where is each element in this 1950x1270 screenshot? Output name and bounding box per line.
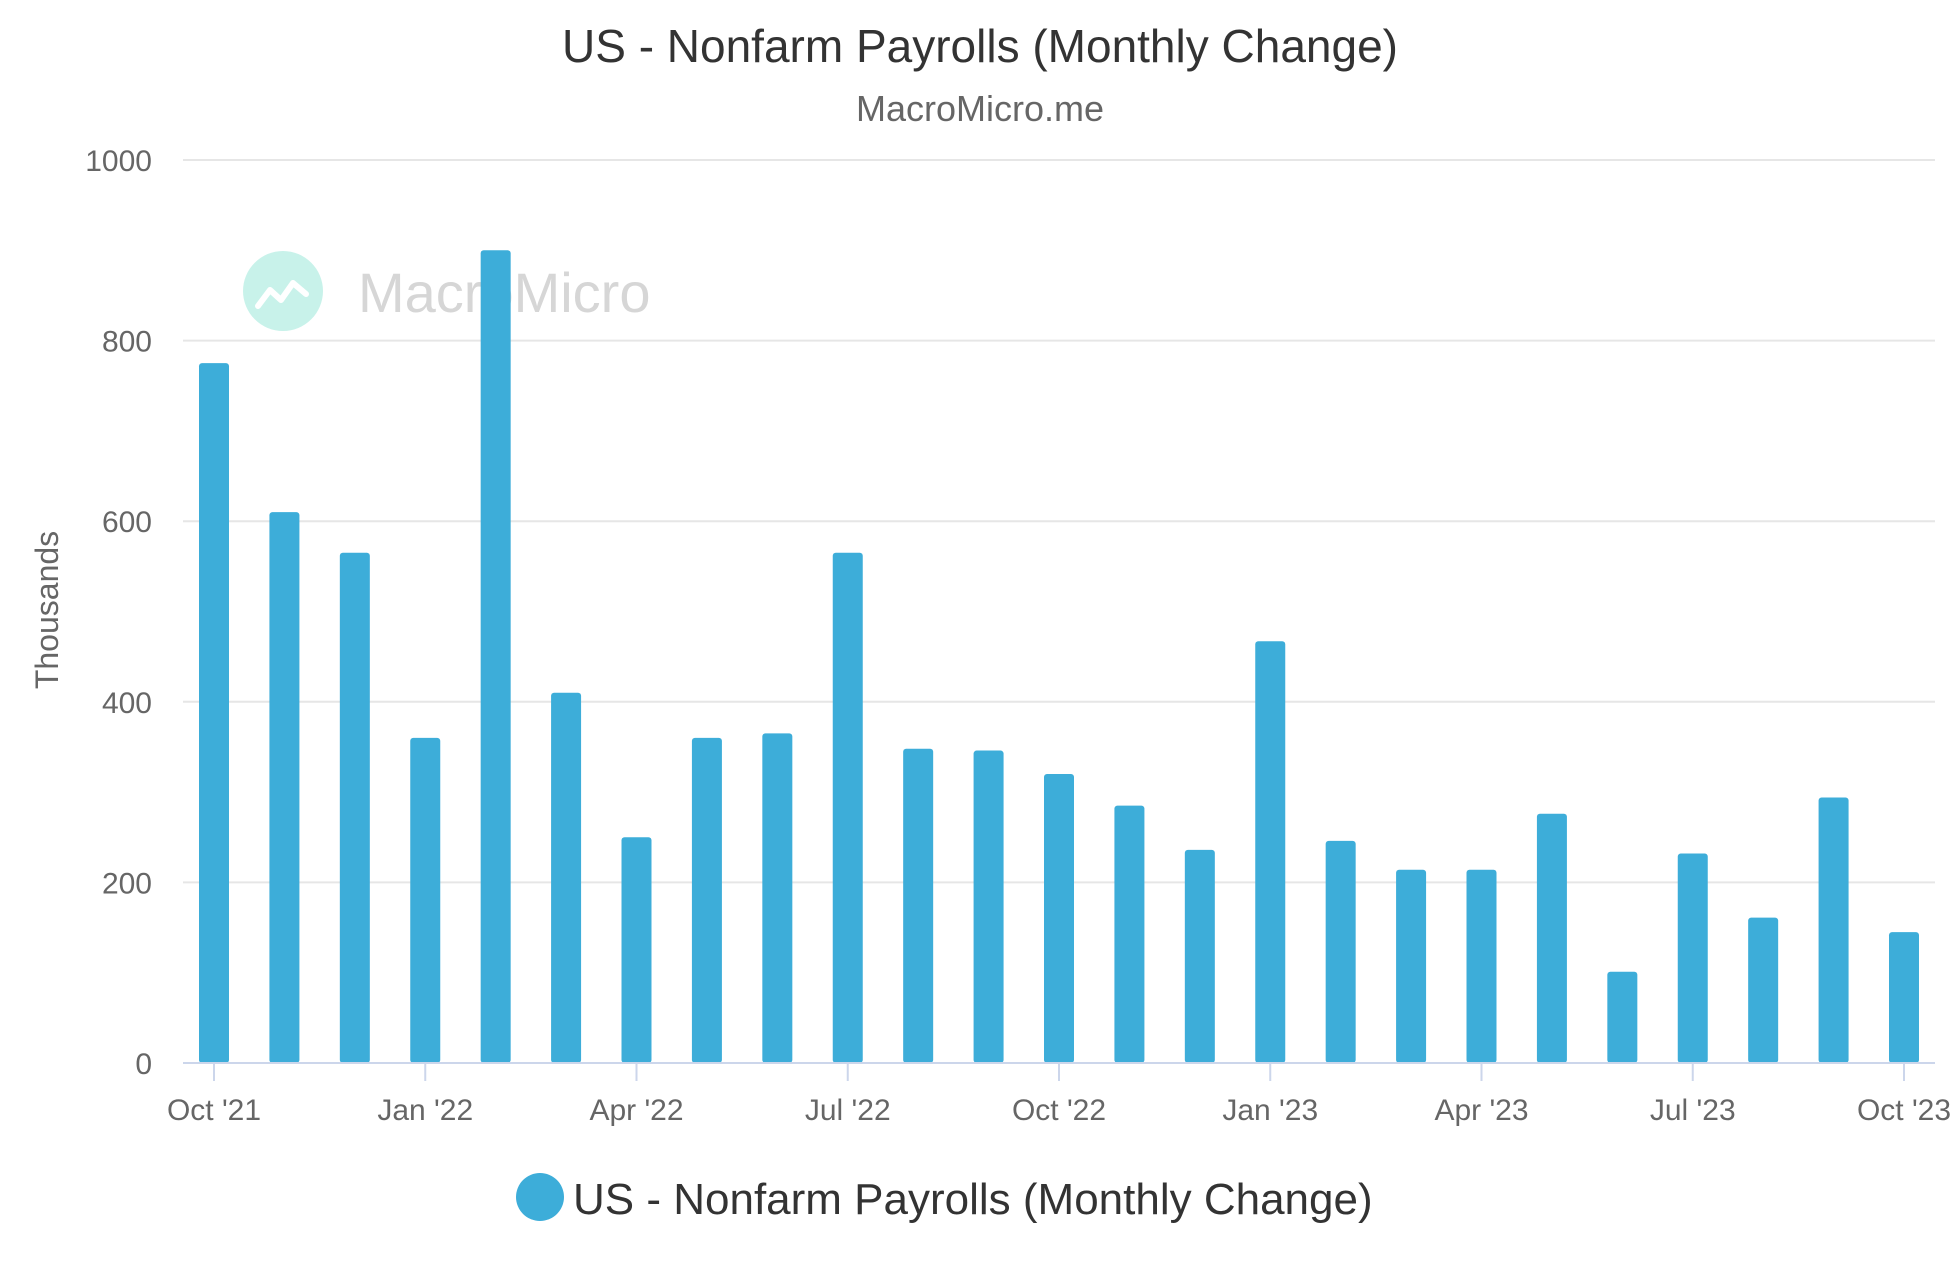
legend[interactable]: US - Nonfarm Payrolls (Monthly Change) [516,1173,1373,1224]
bar[interactable] [1114,805,1145,1063]
bar[interactable] [691,737,722,1063]
x-tick-label: Oct '22 [1012,1094,1106,1127]
watermark-logo-icon [243,251,323,331]
x-tick-label: Jul '22 [805,1094,891,1127]
legend-label: US - Nonfarm Payrolls (Monthly Change) [573,1175,1373,1224]
y-tick-label: 800 [102,326,152,359]
bars [199,250,1919,1064]
y-tick-label: 200 [102,867,152,900]
chart-line-icon [255,280,309,309]
grid-lines: 0 200 400 600 800 1000 [85,145,1935,1081]
bar[interactable] [199,363,229,1063]
bar[interactable] [973,750,1004,1063]
chart-title: US - Nonfarm Payrolls (Monthly Change) [562,20,1398,72]
bar[interactable] [1466,869,1497,1063]
chart-subtitle: MacroMicro.me [856,88,1104,129]
bar[interactable] [832,552,863,1063]
y-tick-label: 600 [102,506,152,539]
y-tick-label: 1000 [85,145,152,178]
x-tick-label: Apr '22 [589,1094,683,1127]
x-tick-label: Oct '23 [1857,1094,1950,1127]
x-tick-label: Oct '21 [167,1094,261,1127]
bar[interactable] [269,512,300,1063]
bar[interactable] [1536,813,1567,1063]
bar[interactable] [1607,971,1638,1063]
bar[interactable] [410,737,441,1063]
y-axis-title: Thousands [29,531,65,689]
bar[interactable] [903,748,934,1063]
x-tick-label: Jul '23 [1650,1094,1736,1127]
bar[interactable] [621,837,652,1063]
y-tick-label: 0 [135,1048,152,1081]
bar[interactable] [339,552,370,1063]
bar[interactable] [762,733,793,1063]
bar[interactable] [1889,932,1919,1063]
x-tick-label: Jan '23 [1222,1094,1318,1127]
bar[interactable] [1818,797,1849,1063]
x-tick-label: Apr '23 [1434,1094,1528,1127]
bar[interactable] [1677,853,1708,1063]
axes: Oct '21 Jan '22 Apr '22 Jul '22 Oct '22 Jan '… [167,1062,1950,1127]
legend-swatch [516,1173,564,1221]
y-tick-label: 400 [102,687,152,720]
bar[interactable] [480,250,511,1064]
bar[interactable] [1044,774,1074,1063]
watermark: MacroMicro [243,251,650,331]
bar[interactable] [1255,641,1286,1063]
bar[interactable] [1748,917,1779,1063]
x-tick-label: Jan '22 [377,1094,473,1127]
bar[interactable] [1325,840,1356,1063]
bar[interactable] [1396,869,1427,1063]
bar[interactable] [551,692,582,1063]
bar[interactable] [1184,849,1215,1063]
